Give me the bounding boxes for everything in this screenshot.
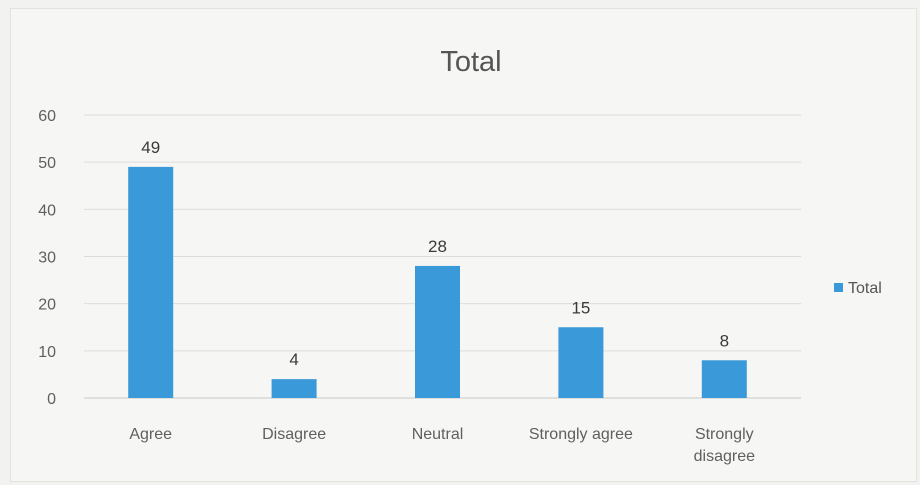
- bar-neutral: [415, 265, 460, 398]
- data-label: 28: [428, 237, 447, 256]
- y-tick-label: 40: [38, 202, 56, 219]
- chart-frame: Total 0 10 20 30 40 50 60 49 4 28 15 8 Agree Disagr…: [10, 8, 917, 482]
- x-category-label: Agree: [129, 426, 172, 443]
- bar-strongly-agree: [558, 327, 604, 398]
- data-label: 49: [141, 138, 160, 157]
- x-category-label: Neutral: [412, 426, 464, 443]
- x-category-label: Strongly disagree: [694, 426, 755, 465]
- legend-swatch-total: [834, 283, 843, 292]
- y-tick-label: 60: [38, 108, 56, 125]
- data-label: 15: [571, 298, 590, 317]
- y-tick-label: 50: [38, 155, 56, 172]
- y-tick-label: 20: [38, 297, 56, 314]
- data-label: 8: [720, 331, 729, 350]
- bar-strongly-disagree: [701, 360, 747, 398]
- y-tick-label: 10: [38, 344, 56, 361]
- x-category-label: Disagree: [262, 426, 326, 443]
- x-category-label: Strongly agree: [529, 426, 633, 443]
- chart-title: Total: [440, 46, 501, 78]
- x-axis-categories: Agree Disagree Neutral Strongly agree Strong…: [129, 426, 755, 465]
- y-axis-ticks: 0 10 20 30 40 50 60: [38, 108, 56, 408]
- y-tick-label: 0: [47, 391, 56, 408]
- data-label: 4: [289, 350, 298, 369]
- legend: Total: [834, 280, 882, 297]
- legend-label-total: Total: [848, 280, 882, 297]
- bar-disagree: [271, 379, 317, 398]
- bar-agree: [128, 166, 174, 398]
- bars: [128, 166, 747, 398]
- bar-chart: Total 0 10 20 30 40 50 60 49 4 28 15 8 Agree Disagr…: [38, 46, 882, 465]
- data-labels: 49 4 28 15 8: [141, 138, 729, 369]
- y-tick-label: 30: [38, 250, 56, 267]
